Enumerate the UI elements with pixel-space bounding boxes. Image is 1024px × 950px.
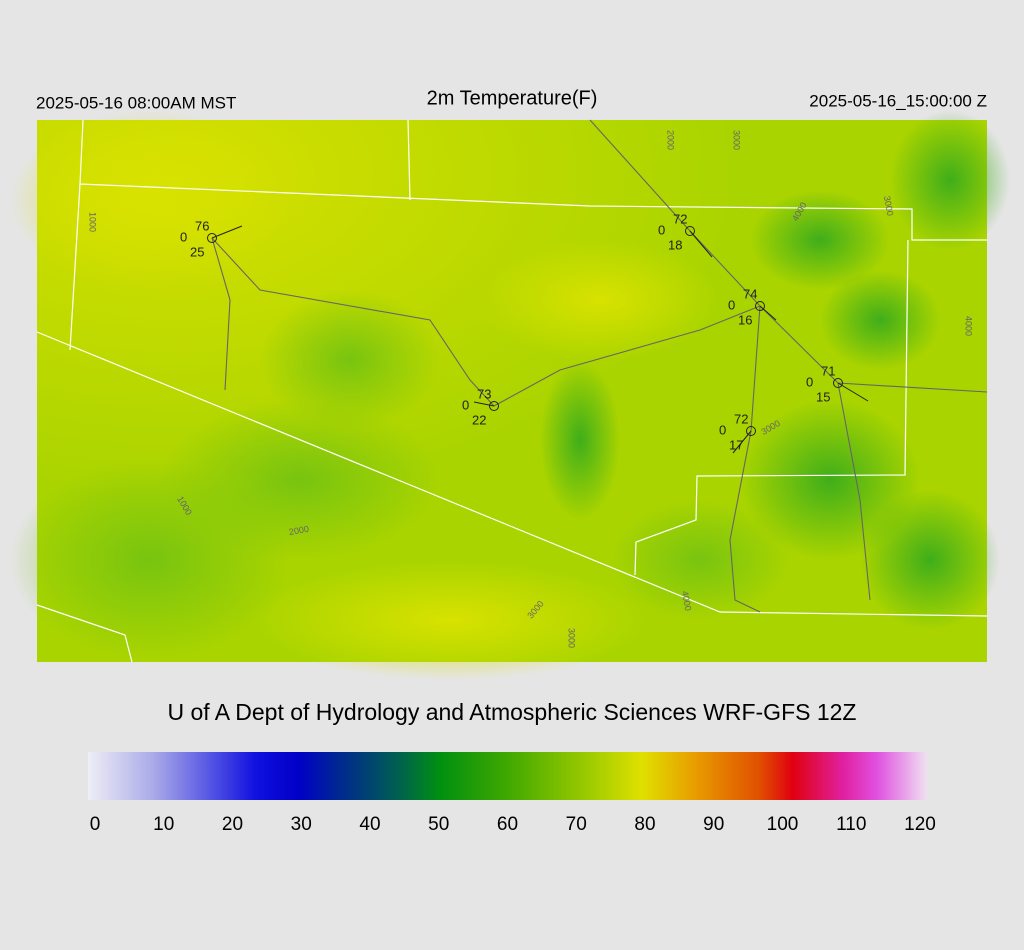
contour-label: 2000	[666, 130, 676, 150]
colorbar-tick-label: 90	[703, 814, 724, 835]
colorbar-tick-label: 40	[359, 814, 380, 835]
station-temp: 71	[821, 363, 835, 378]
colorbar-tick-label: 70	[566, 814, 587, 835]
station-wind: 0	[806, 374, 813, 389]
wind-barb	[211, 225, 243, 239]
contour-label: 4000	[964, 316, 974, 336]
station-marker	[207, 233, 217, 243]
station-wind: 0	[180, 229, 187, 244]
wind-barb	[689, 230, 713, 258]
station-marker	[755, 301, 765, 311]
colorbar-tick-label: 10	[153, 814, 174, 835]
wind-barb	[837, 382, 869, 402]
map-title: 2m Temperature(F)	[427, 87, 598, 109]
station-dewpoint: 25	[190, 244, 204, 259]
station-wind: 0	[658, 222, 665, 237]
contour-label: 3000	[882, 195, 895, 216]
colorbar-tick-label: 60	[497, 814, 518, 835]
credit: U of A Dept of Hydrology and Atmospheric…	[167, 699, 856, 725]
station-temp: 72	[673, 211, 687, 226]
wind-barb	[732, 430, 752, 454]
station-temp: 73	[477, 386, 491, 401]
colorbar-tick-label: 20	[222, 814, 243, 835]
wind-barb	[473, 401, 495, 407]
colorbar-tick-label: 0	[90, 814, 101, 835]
valid-local-time: 2025-05-16 08:00AM MST	[36, 93, 236, 112]
station-temp: 76	[195, 218, 209, 233]
station-wind: 0	[719, 422, 726, 437]
station-marker	[746, 426, 756, 436]
contour-label: 3000	[732, 130, 742, 150]
station-dewpoint: 17	[729, 437, 743, 452]
map	[10, 110, 1010, 680]
valid-utc-time: 2025-05-16_15:00:00 Z	[809, 91, 987, 110]
colorbar	[88, 752, 927, 800]
contour-label: 2000	[288, 524, 309, 537]
station-marker	[685, 226, 695, 236]
station-marker	[489, 401, 499, 411]
colorbar-tick-label: 120	[904, 814, 936, 835]
contour-label: 1000	[88, 212, 98, 232]
station-marker	[833, 378, 843, 388]
contour-label: 4000	[680, 590, 693, 611]
station-dewpoint: 22	[472, 412, 486, 427]
station-dewpoint: 18	[668, 237, 682, 252]
contour-label: 3000	[567, 628, 577, 648]
wind-barb	[759, 305, 777, 321]
colorbar-tick-label: 50	[428, 814, 449, 835]
station-temp: 74	[743, 286, 757, 301]
station-wind: 0	[728, 297, 735, 312]
station-dewpoint: 16	[738, 312, 752, 327]
colorbar-tick-label: 100	[767, 814, 799, 835]
station-dewpoint: 15	[816, 389, 830, 404]
colorbar-tick-label: 110	[836, 814, 866, 835]
station-wind: 0	[462, 397, 469, 412]
colorbar-tick-label: 30	[291, 814, 312, 835]
station-temp: 72	[734, 411, 748, 426]
colorbar-tick-label: 80	[634, 814, 655, 835]
